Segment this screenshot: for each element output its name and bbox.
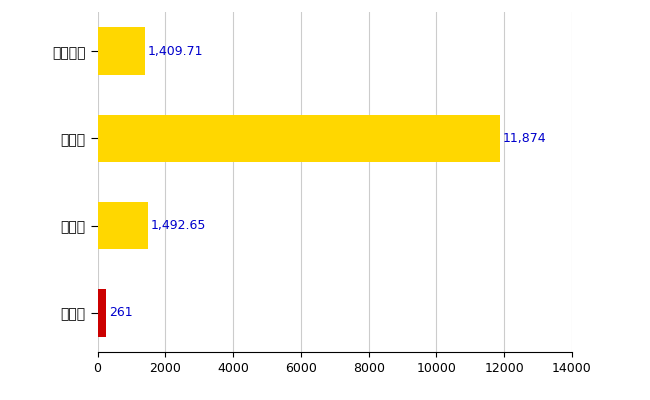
Text: 1,409.71: 1,409.71 [148,45,203,58]
Text: 11,874: 11,874 [502,132,546,145]
Bar [98,114,500,162]
Text: 1,492.65: 1,492.65 [151,219,206,232]
Bar [98,289,107,336]
Bar [98,28,146,75]
Text: 261: 261 [109,306,133,319]
Bar [98,202,148,250]
